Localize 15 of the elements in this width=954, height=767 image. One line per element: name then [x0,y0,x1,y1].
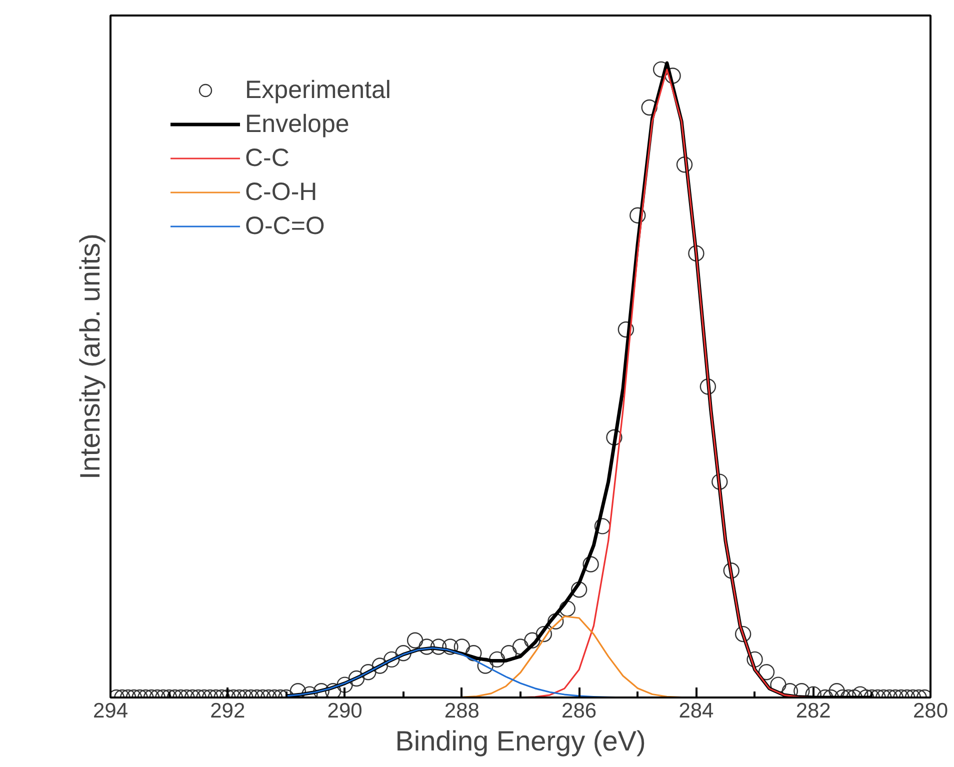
x-tick-label: 284 [678,700,714,722]
x-tick-label: 290 [327,700,362,722]
legend-label: Envelope [245,109,350,139]
legend-label: C-C [245,143,290,173]
legend-label: Experimental [245,75,391,105]
legend-label: O-C=O [245,211,325,241]
x-tick-label: 286 [562,700,597,722]
x-tick-label: 282 [796,700,831,722]
legend-label: C-O-H [245,177,318,207]
x-tick-label: 292 [210,700,246,722]
x-tick-label: 294 [92,700,128,722]
x-tick-label: 280 [912,700,948,722]
y-axis-title: Intensity (arb. units) [74,234,106,480]
x-axis-title: Binding Energy (eV) [395,726,646,756]
x-tick-label: 288 [444,700,480,722]
